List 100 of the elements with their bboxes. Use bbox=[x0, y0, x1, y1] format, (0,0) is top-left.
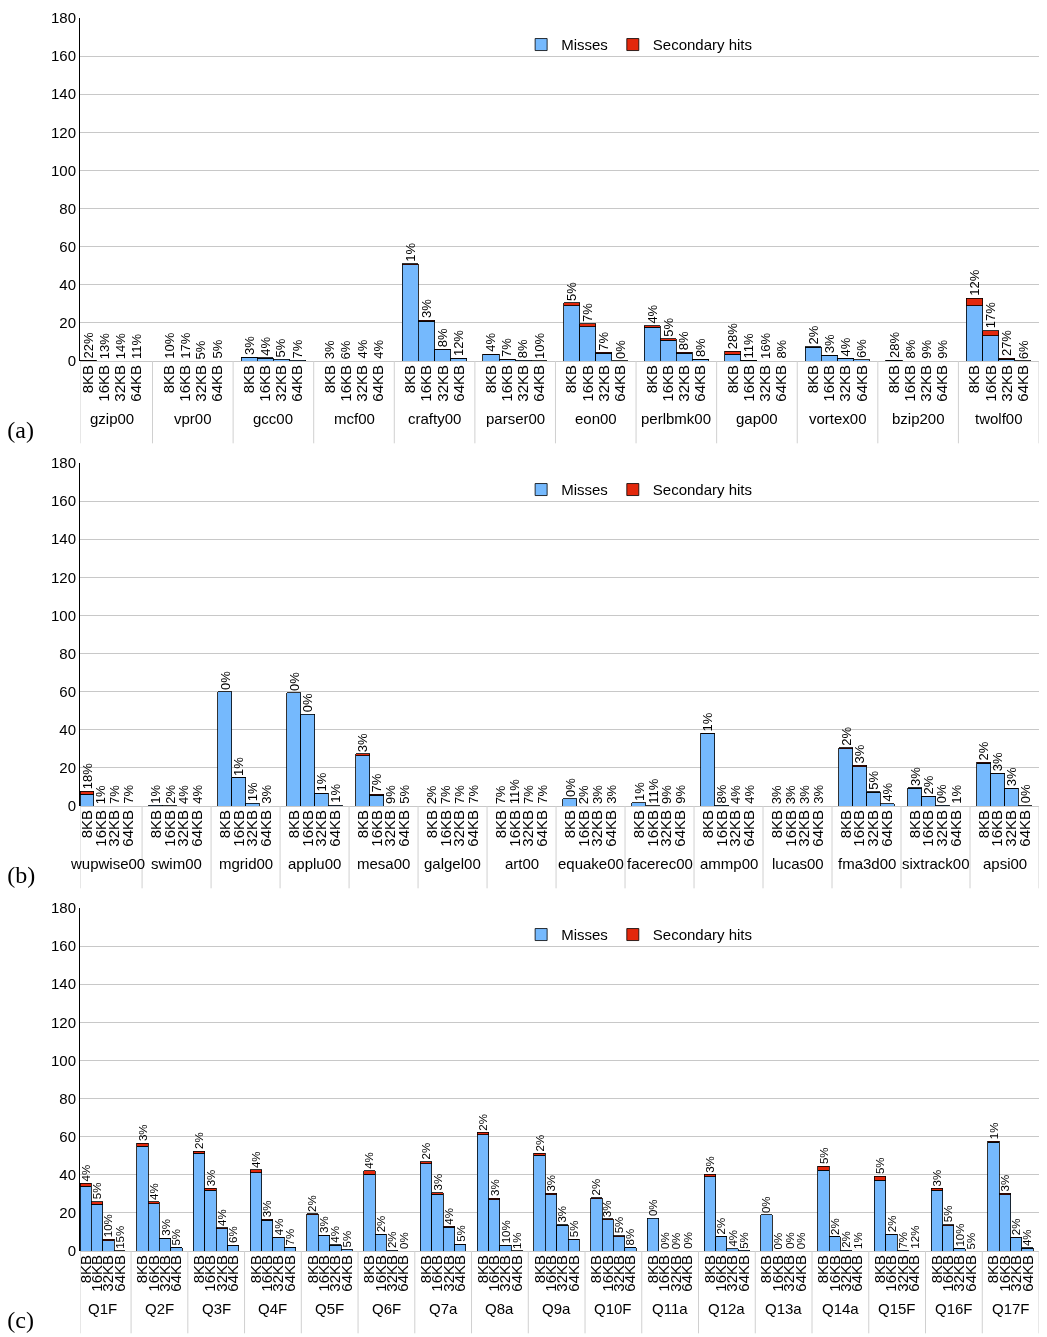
annotation: 3% bbox=[545, 1174, 558, 1192]
annotation: 5% bbox=[90, 1182, 103, 1200]
x-tick-label: 32KB bbox=[433, 365, 451, 402]
annotation: 1% bbox=[147, 784, 163, 804]
annotation: 7% bbox=[284, 1228, 297, 1246]
annotation: 6% bbox=[227, 1226, 240, 1243]
annotation: 11% bbox=[741, 332, 757, 359]
text: galgel00 bbox=[424, 855, 481, 872]
annotation: 7% bbox=[897, 1231, 910, 1249]
x-tick-label: 32KB bbox=[755, 365, 773, 402]
annotation: 5% bbox=[612, 1216, 625, 1234]
x-tick-label: 64KB bbox=[369, 365, 387, 402]
x-tick-label: 32KB bbox=[352, 365, 370, 402]
annotation: 3% bbox=[419, 298, 434, 319]
annotation: 14% bbox=[113, 332, 129, 360]
x-tick-label: 32KB bbox=[514, 365, 532, 402]
text: bzip200 bbox=[892, 410, 945, 427]
annotation: 5% bbox=[737, 1232, 750, 1249]
annotation: 3% bbox=[589, 784, 605, 804]
x-tick-label: 32KB bbox=[594, 365, 612, 402]
y-tick-label: 0 bbox=[67, 352, 76, 370]
y-tick-label: 40 bbox=[59, 721, 76, 739]
annotation: 9% bbox=[918, 339, 934, 359]
annotation: 2% bbox=[424, 785, 440, 805]
annotation: 1% bbox=[403, 242, 419, 262]
annotation: 1% bbox=[948, 784, 964, 804]
annotation: 5% bbox=[454, 1225, 467, 1242]
annotation: 5% bbox=[965, 1232, 978, 1250]
x-tick-label: 32KB bbox=[997, 365, 1015, 402]
text: Q13a bbox=[765, 1300, 803, 1317]
annotation: 6% bbox=[1015, 339, 1031, 360]
y-tick-label: 180 bbox=[50, 454, 76, 472]
y-tick-label: 60 bbox=[59, 1127, 76, 1145]
y-tick-label: 120 bbox=[50, 123, 76, 141]
annotation: 3% bbox=[990, 751, 1006, 772]
annotation: 11% bbox=[645, 778, 661, 804]
annotation: 12% bbox=[967, 269, 983, 296]
x-tick-label: 8KB bbox=[643, 365, 661, 394]
annotation: 7% bbox=[493, 785, 509, 805]
annotation: 4% bbox=[644, 304, 660, 324]
annotation: 3% bbox=[796, 784, 812, 804]
annotation: 0% bbox=[783, 1232, 796, 1249]
annotation: 3% bbox=[783, 784, 799, 805]
annotation: 9% bbox=[672, 784, 688, 804]
annotation: 3% bbox=[204, 1169, 217, 1187]
y-tick-label: 20 bbox=[59, 759, 76, 777]
annotation: 28% bbox=[725, 322, 741, 350]
legend-label: Misses bbox=[561, 926, 608, 944]
text: Q7a bbox=[429, 1300, 459, 1317]
annotation: 4% bbox=[79, 1164, 92, 1182]
annotation: 1% bbox=[510, 1232, 523, 1250]
legend-label: Misses bbox=[561, 36, 608, 54]
y-tick-label: 120 bbox=[50, 1013, 76, 1031]
y-tick-label: 20 bbox=[59, 1204, 76, 1222]
annotation: 3% bbox=[1003, 766, 1019, 787]
text: mgrid00 bbox=[219, 855, 274, 872]
x-tick-label: 64KB bbox=[1013, 365, 1031, 402]
annotation: 1% bbox=[244, 782, 260, 802]
text: perlbmk00 bbox=[641, 410, 712, 427]
text: Q12a bbox=[708, 1300, 746, 1317]
annotation: 0% bbox=[300, 693, 316, 713]
x-tick-label: 8KB bbox=[320, 365, 338, 394]
x-tick-label: 8KB bbox=[804, 365, 822, 394]
x-tick-label: 16KB bbox=[256, 365, 274, 402]
text: lucas00 bbox=[772, 855, 824, 872]
annotation: 4% bbox=[879, 782, 895, 802]
annotation: 0% bbox=[1018, 784, 1034, 804]
x-tick-label: 32KB bbox=[836, 365, 854, 402]
annotation: 1% bbox=[327, 783, 343, 803]
annotation: 5% bbox=[396, 784, 412, 804]
text: ammp00 bbox=[700, 855, 759, 872]
annotation: 7% bbox=[595, 331, 611, 351]
x-tick-label: 32KB bbox=[917, 365, 935, 402]
text: Q2F bbox=[145, 1300, 175, 1317]
x-tick-label: 8KB bbox=[965, 365, 983, 394]
annotation: 7% bbox=[368, 773, 384, 793]
text: Q4F bbox=[258, 1300, 288, 1317]
annotation: 0% bbox=[772, 1232, 785, 1250]
text: Q3F bbox=[202, 1300, 232, 1317]
annotation: 8% bbox=[515, 338, 531, 359]
y-tick-label: 40 bbox=[59, 1166, 76, 1184]
annotation: 0% bbox=[795, 1232, 808, 1250]
annotation: 3% bbox=[431, 1173, 444, 1191]
annotation: 8% bbox=[713, 784, 729, 804]
text: fma3d00 bbox=[838, 855, 897, 872]
text: Q15F bbox=[878, 1300, 916, 1317]
y-tick-label: 120 bbox=[50, 568, 76, 586]
x-tick-label: 16KB bbox=[659, 365, 677, 402]
annotation: 7% bbox=[107, 784, 122, 804]
annotation: 2% bbox=[885, 1215, 898, 1233]
annotation: 3% bbox=[703, 1156, 716, 1173]
annotation: 2% bbox=[920, 775, 936, 795]
x-tick-label: 16KB bbox=[739, 365, 757, 402]
x-tick-label: 64KB bbox=[771, 365, 789, 402]
text: art00 bbox=[505, 855, 540, 872]
x-tick-label: 16KB bbox=[417, 365, 435, 402]
annotation: 2% bbox=[162, 784, 178, 804]
text: Q6F bbox=[372, 1300, 402, 1317]
annotation: 7% bbox=[465, 784, 481, 804]
annotation: 5% bbox=[874, 1157, 887, 1175]
